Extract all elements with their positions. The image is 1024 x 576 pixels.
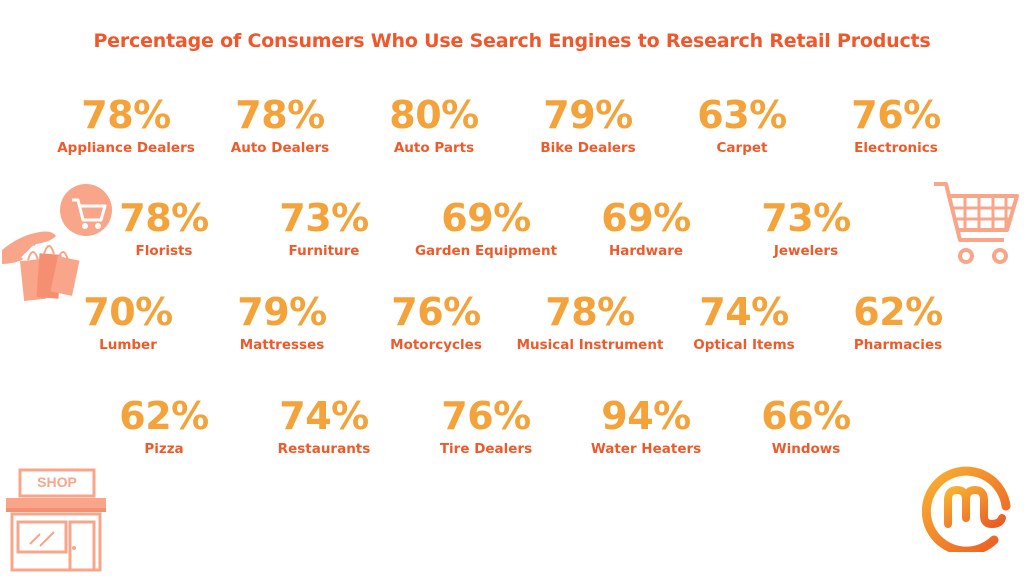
stat-value: 76%	[441, 394, 531, 438]
stat-auto-dealers: 78% Auto Dealers	[190, 95, 370, 157]
stat-label: Lumber	[99, 337, 157, 353]
stat-label: Florists	[135, 243, 193, 259]
stat-value: 79%	[543, 93, 633, 137]
stat-value: 78%	[81, 93, 171, 137]
stat-furniture: 73% Furniture	[234, 198, 414, 260]
stat-florists: 78% Florists	[74, 198, 254, 260]
stat-label: Pizza	[144, 441, 184, 457]
stat-label: Musical Instrument	[516, 337, 664, 353]
stat-label: Electronics	[854, 140, 938, 156]
stat-musical-instrument: 78% Musical Instrument	[500, 292, 680, 354]
stat-label: Pharmacies	[853, 337, 943, 353]
stat-label: Optical Items	[693, 337, 795, 353]
stat-restaurants: 74% Restaurants	[234, 396, 414, 458]
stat-label: Carpet	[716, 140, 768, 156]
stat-lumber: 70% Lumber	[38, 292, 218, 354]
stat-value: 62%	[853, 290, 943, 334]
stat-label: Bike Dealers	[540, 140, 636, 156]
stat-label: Auto Dealers	[230, 140, 330, 156]
stat-value: 78%	[545, 290, 635, 334]
stat-label: Jewelers	[773, 243, 839, 259]
stat-label: Mattresses	[239, 337, 325, 353]
stat-mattresses: 79% Mattresses	[192, 292, 372, 354]
stat-label: Windows	[771, 441, 841, 457]
stat-carpet: 63% Carpet	[652, 95, 832, 157]
shop-sign-label: SHOP	[37, 474, 77, 490]
stat-bike-dealers: 79% Bike Dealers	[498, 95, 678, 157]
stat-pizza: 62% Pizza	[74, 396, 254, 458]
stat-label: Motorcycles	[390, 337, 482, 353]
stat-value: 94%	[601, 394, 691, 438]
stat-label: Appliance Dealers	[57, 140, 195, 156]
stat-windows: 66% Windows	[716, 396, 896, 458]
stat-label: Furniture	[288, 243, 360, 259]
stat-jewelers: 73% Jewelers	[716, 198, 896, 260]
stat-water-heaters: 94% Water Heaters	[556, 396, 736, 458]
stat-value: 62%	[119, 394, 209, 438]
stat-label: Tire Dealers	[439, 441, 533, 457]
stat-label: Water Heaters	[590, 441, 702, 457]
stat-hardware: 69% Hardware	[556, 198, 736, 260]
stat-value: 76%	[851, 93, 941, 137]
stat-value: 78%	[119, 196, 209, 240]
stat-value: 69%	[441, 196, 531, 240]
stat-value: 79%	[237, 290, 327, 334]
stat-value: 66%	[761, 394, 851, 438]
brand-logo-icon	[922, 466, 1011, 552]
stat-value: 76%	[391, 290, 481, 334]
stat-garden-equipment: 69% Garden Equipment	[396, 198, 576, 260]
stat-label: Hardware	[608, 243, 684, 259]
stat-optical-items: 74% Optical Items	[654, 292, 834, 354]
stat-auto-parts: 80% Auto Parts	[344, 95, 524, 157]
stat-motorcycles: 76% Motorcycles	[346, 292, 526, 354]
stat-value: 69%	[601, 196, 691, 240]
stat-label: Garden Equipment	[414, 243, 558, 259]
stat-value: 74%	[279, 394, 369, 438]
stat-electronics: 76% Electronics	[806, 95, 986, 157]
stat-value: 70%	[83, 290, 173, 334]
stat-label: Restaurants	[277, 441, 371, 457]
stat-value: 73%	[279, 196, 369, 240]
shop-storefront-icon: SHOP	[4, 468, 108, 572]
stat-value: 78%	[235, 93, 325, 137]
stat-value: 63%	[697, 93, 787, 137]
stat-value: 74%	[699, 290, 789, 334]
shopping-cart-icon	[934, 182, 1019, 264]
chart-title: Percentage of Consumers Who Use Search E…	[93, 30, 931, 52]
stat-pharmacies: 62% Pharmacies	[808, 292, 988, 354]
stat-tire-dealers: 76% Tire Dealers	[396, 396, 576, 458]
stat-appliance-dealers: 78% Appliance Dealers	[36, 95, 216, 157]
shopping-bags-hand-icon	[2, 184, 112, 302]
stat-value: 73%	[761, 196, 851, 240]
stat-value: 80%	[389, 93, 479, 137]
stat-label: Auto Parts	[393, 140, 475, 156]
